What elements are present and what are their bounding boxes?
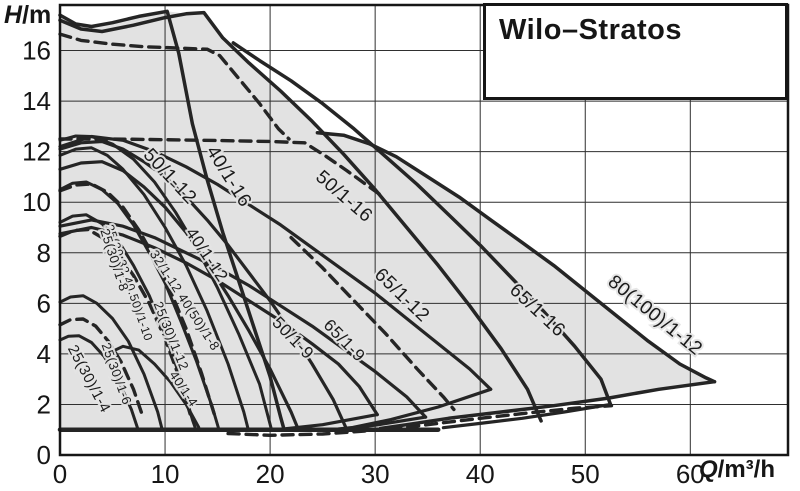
chart-fill-region	[60, 11, 715, 430]
y-tick-6: 6	[37, 288, 51, 318]
plot-border	[58, 3, 790, 457]
y-axis-title: H/m	[4, 1, 51, 30]
chart-title-box: Wilo–Stratos	[483, 3, 788, 100]
pump-curve-25-30-1-4-max	[58, 334, 140, 430]
x-tick-40: 40	[466, 459, 495, 489]
x-axis-symbol: Q	[699, 456, 718, 483]
x-tick-10: 10	[151, 459, 180, 489]
y-tick-0: 0	[37, 440, 51, 470]
pump-curve-dashed-10-5m	[58, 182, 217, 417]
pump-curve-40-1-4-max	[105, 344, 201, 429]
pump-curve-65-1-16-min	[441, 402, 613, 430]
pump-curve-25-30-1-6-max	[58, 294, 164, 430]
y-axis-symbol: H	[4, 1, 23, 29]
pump-curve-65-1-16-max	[231, 41, 613, 407]
pump-field-area	[60, 11, 715, 430]
pump-curve-dashed-diagonal	[289, 235, 456, 412]
x-tick-30: 30	[361, 459, 390, 489]
y-tick-4: 4	[37, 339, 51, 369]
pump-curve-dashed-12-5m	[58, 137, 386, 199]
pump-curve-80-100-1-12-max	[315, 130, 717, 384]
pump-curve-dashed-top-16m	[58, 32, 291, 141]
x-axis-title: Q/m³/h	[699, 456, 775, 484]
y-tick-16: 16	[22, 36, 51, 66]
plot-frame	[58, 3, 790, 457]
pump-curve-32-1-12-40-50-1-8-max	[58, 134, 273, 430]
chart-title: Wilo–Stratos	[499, 14, 682, 46]
y-axis-unit: /m	[22, 1, 52, 29]
y-tick-14: 14	[22, 86, 51, 116]
x-tick-60: 60	[676, 459, 705, 489]
pump-curve-25-30-32-40-50-1-10-max	[58, 180, 221, 430]
pump-curve-65-1-12-min	[352, 387, 493, 429]
pump-curve-65-1-9-max	[58, 218, 428, 419]
axis-tick-labels: 0 2 4 6 8 10 12 14 16 0 10 20 30 40 50 60	[22, 36, 705, 489]
dashed-pump-curves	[58, 32, 614, 437]
pump-curve-80-100-1-12-min	[378, 379, 717, 431]
pump-curve-25-30-1-8-max	[58, 213, 197, 430]
solid-pump-curves	[57, 9, 717, 432]
pump-curve-dashed-5-2m	[58, 317, 145, 419]
pump-curve-50-1-9-max	[58, 225, 379, 417]
x-tick-0: 0	[53, 459, 67, 489]
x-tick-20: 20	[256, 459, 285, 489]
y-tick-2: 2	[37, 389, 51, 419]
y-tick-8: 8	[37, 238, 51, 268]
pump-curve-50-1-9-min	[284, 413, 379, 431]
x-tick-50: 50	[571, 459, 600, 489]
pump-curve-25-30-1-12-max	[58, 146, 250, 430]
pump-curve-65-1-12-max	[58, 134, 493, 391]
pump-curve-50-1-16-max	[58, 10, 543, 423]
y-tick-12: 12	[22, 137, 51, 167]
x-axis-unit: /m³/h	[717, 456, 775, 483]
y-tick-10: 10	[22, 187, 51, 217]
pump-curve-dashed-bottom	[226, 404, 614, 437]
